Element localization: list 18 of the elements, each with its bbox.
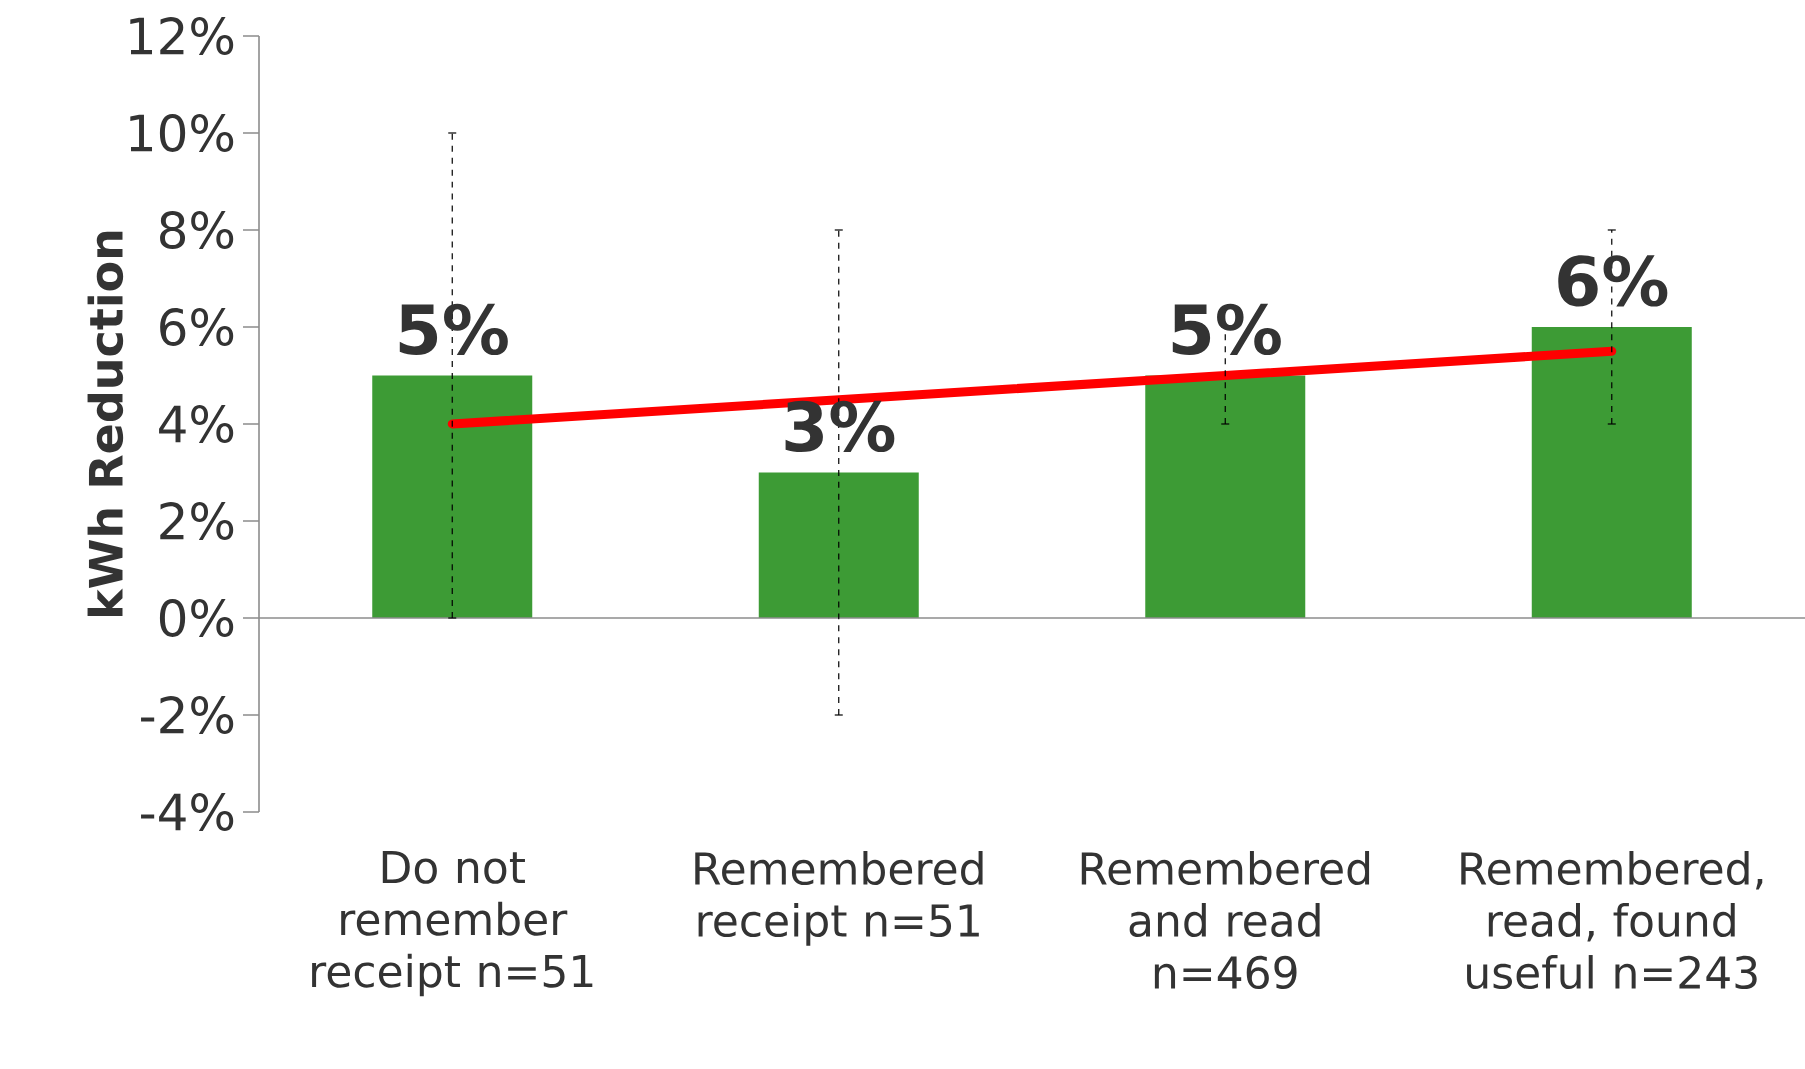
x-tick-label: Remembered, read, found useful n=243 — [1461, 851, 1763, 990]
y-tick-label: 8% — [160, 211, 234, 249]
y-tick-label: -2% — [141, 696, 234, 734]
y-tick-label: 0% — [159, 599, 234, 637]
y-tick-label: 2% — [160, 502, 234, 540]
y-tick-label: 12% — [130, 17, 234, 55]
data-label: 5% — [1172, 303, 1281, 356]
y-tick-label: -4% — [141, 793, 234, 831]
y-tick-label: 6% — [160, 308, 234, 346]
y-tick-label: 4% — [159, 405, 234, 443]
data-label: 5% — [399, 303, 508, 356]
x-tick-label: Remembered and read n=469 — [1081, 851, 1370, 990]
data-label: 3% — [785, 400, 895, 453]
x-tick-label: Remembered receipt n=51 — [695, 851, 983, 946]
y-axis-title: kWh Reduction — [87, 231, 124, 617]
x-tick-label: Do not remember receipt n=51 — [312, 851, 593, 997]
y-tick-label: 10% — [130, 114, 234, 152]
data-label: 6% — [1558, 255, 1668, 307]
